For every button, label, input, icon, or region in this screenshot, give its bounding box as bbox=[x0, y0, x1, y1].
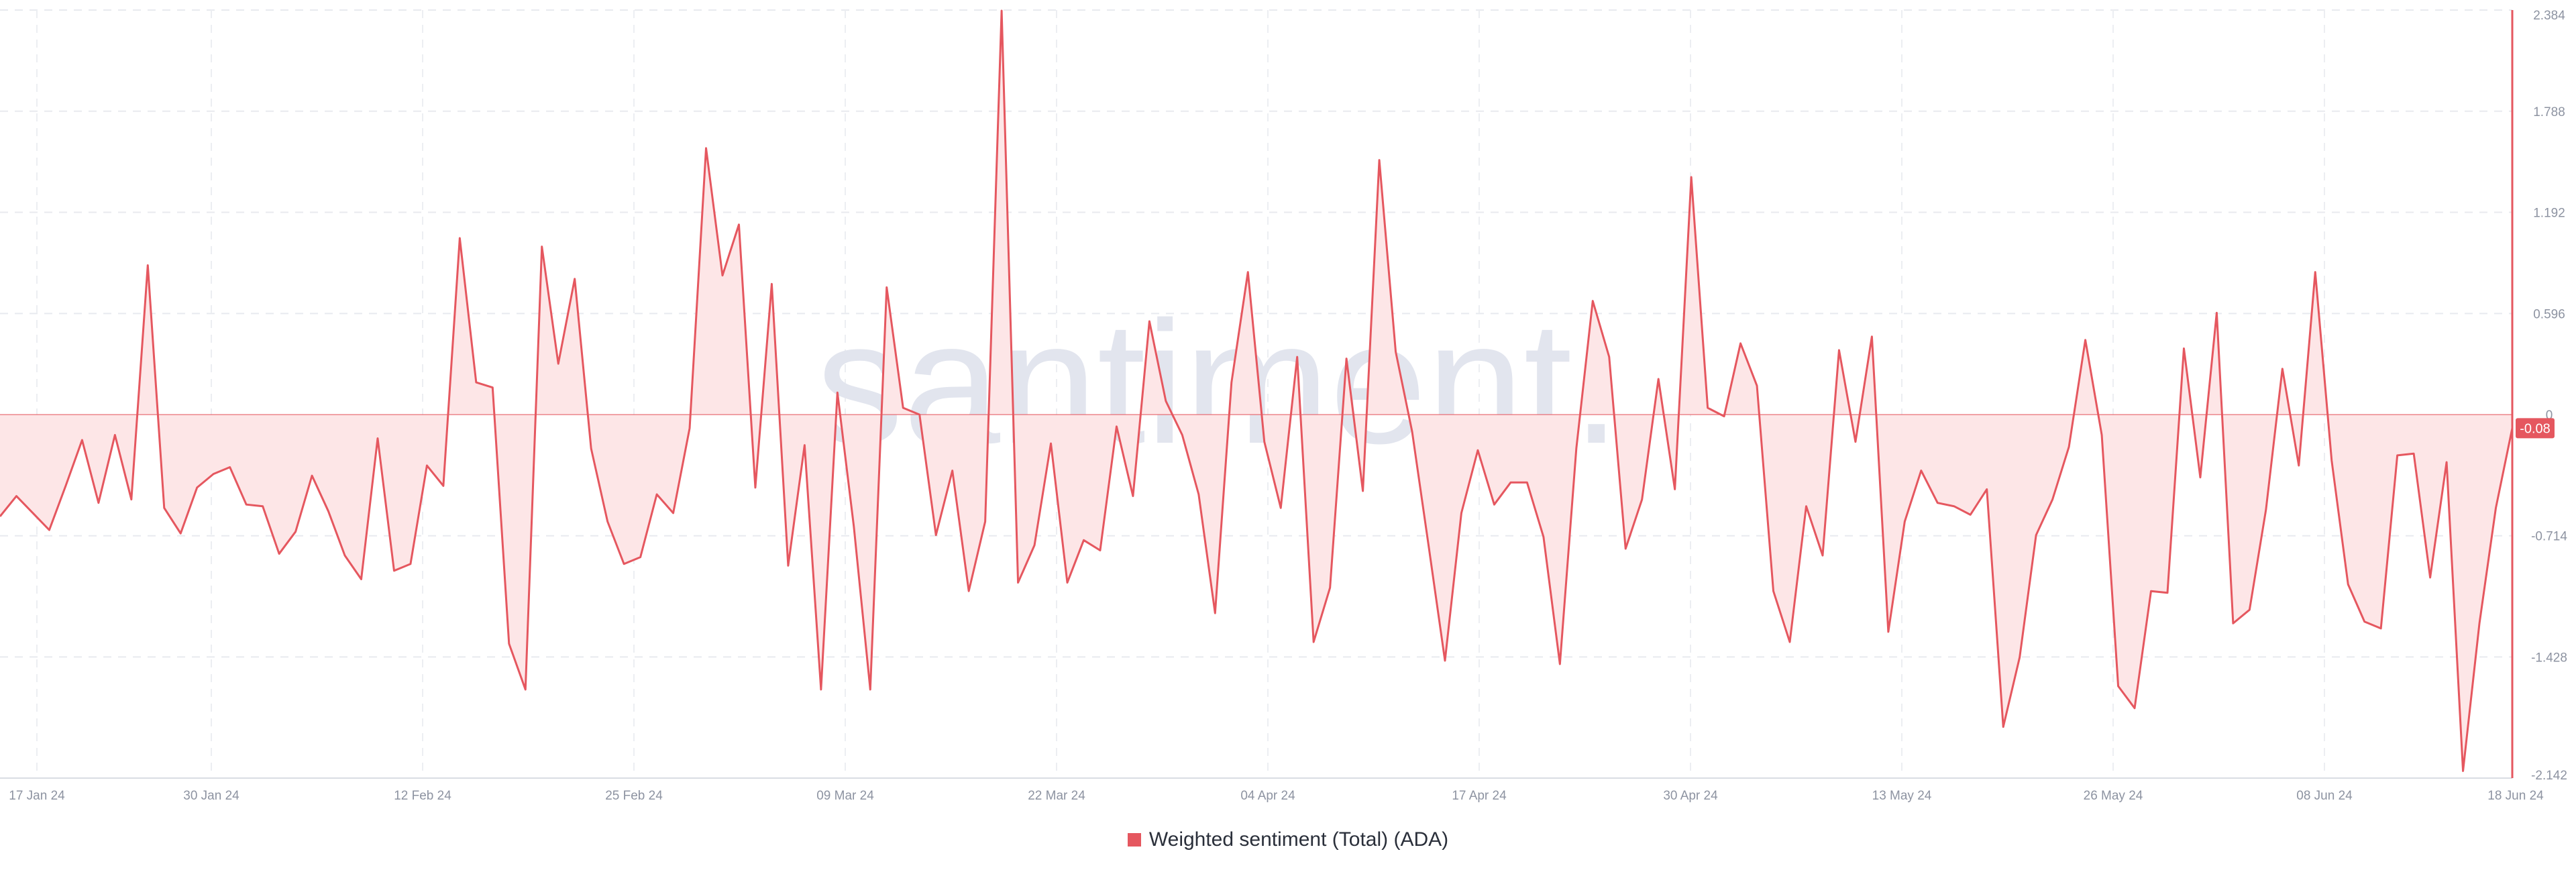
legend-swatch bbox=[1127, 833, 1141, 847]
current-value-badge-bg bbox=[2516, 418, 2555, 439]
current-value-badge: -0.08 bbox=[2516, 418, 2555, 439]
legend[interactable]: Weighted sentiment (Total) (ADA) bbox=[0, 826, 2576, 853]
y-tick-label: -0.714 bbox=[2531, 530, 2567, 544]
x-tick-label: 25 Feb 24 bbox=[605, 789, 663, 803]
y-tick-label: 1.788 bbox=[2533, 105, 2565, 119]
x-tick-label: 18 Jun 24 bbox=[2487, 789, 2544, 803]
x-tick-label: 04 Apr 24 bbox=[1240, 789, 1295, 803]
y-tick-label: 1.192 bbox=[2533, 207, 2565, 221]
sentiment-line bbox=[0, 9, 2514, 772]
x-tick-label: 13 May 24 bbox=[1872, 789, 1932, 803]
legend-label: Weighted sentiment (Total) (ADA) bbox=[1148, 828, 1449, 851]
x-axis-ticks: 17 Jan 24 30 Jan 24 12 Feb 24 25 Feb 24 09 M… bbox=[9, 789, 2544, 803]
x-tick-label: 12 Feb 24 bbox=[394, 789, 451, 803]
y-tick-label: 2.384 bbox=[2533, 9, 2565, 23]
x-tick-label: 08 Jun 24 bbox=[2296, 789, 2353, 803]
y-tick-label: 0 bbox=[2546, 408, 2553, 423]
x-tick-label: 30 Jan 24 bbox=[183, 789, 239, 803]
y-tick-label: -2.142 bbox=[2531, 769, 2567, 783]
x-tick-label: 17 Apr 24 bbox=[1452, 789, 1507, 803]
current-value-label: -0.08 bbox=[2520, 421, 2551, 436]
x-tick-label: 26 May 24 bbox=[2084, 789, 2143, 803]
x-tick-label: 09 Mar 24 bbox=[816, 789, 874, 803]
x-tick-label: 17 Jan 24 bbox=[9, 789, 65, 803]
y-axis-ticks: 2.384 1.788 1.192 0.596 0 -0.714 -1.428 -2.142 bbox=[2531, 9, 2567, 783]
x-tick-label: 30 Apr 24 bbox=[1663, 789, 1718, 803]
sentiment-area bbox=[0, 11, 2512, 771]
x-tick-label: 22 Mar 24 bbox=[1028, 789, 1085, 803]
y-tick-label: -1.428 bbox=[2531, 651, 2567, 665]
y-tick-label: 0.596 bbox=[2533, 307, 2565, 321]
